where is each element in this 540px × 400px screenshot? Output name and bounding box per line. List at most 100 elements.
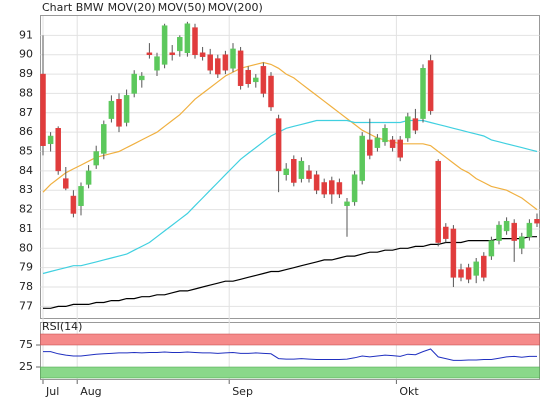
main-panel	[40, 15, 540, 319]
candle-body	[291, 159, 297, 183]
candle-body	[169, 52, 175, 55]
oversold-zone	[40, 366, 540, 379]
y-tick-label: 77	[19, 299, 33, 312]
x-tick-label: Jul	[45, 385, 59, 398]
candle-body	[359, 135, 365, 181]
candle-body	[511, 222, 517, 241]
candle-body	[222, 54, 229, 71]
candle-body	[184, 23, 191, 54]
candle-body	[207, 54, 213, 71]
candle-body	[275, 118, 282, 172]
candle-body	[405, 116, 411, 139]
y-tick-label: 83	[19, 183, 33, 196]
candle-body	[40, 73, 46, 146]
candle-body	[78, 186, 84, 206]
rsi-line	[43, 348, 537, 361]
overbought-zone	[40, 333, 540, 346]
candle-body	[101, 124, 107, 154]
labels-layer: 77 78 79 80 81 82 83 84 85 86 87 88 89 90 91 Jul Aug Sep O…	[19, 1, 419, 398]
candle-body	[131, 73, 137, 94]
y-tick-label: 80	[19, 241, 33, 254]
candle-body	[450, 228, 457, 278]
candle-body	[177, 37, 183, 52]
candle-body	[397, 139, 403, 158]
legend-entry: MOV(50)	[158, 1, 206, 14]
candle-body	[420, 68, 426, 119]
marks-layer	[40, 21, 540, 361]
candle-body	[93, 151, 99, 166]
legend-entry: MOV(200)	[208, 1, 263, 14]
y-tick-label: 25	[19, 360, 33, 373]
candle-body	[123, 95, 130, 123]
legend-entry: MOV(20)	[108, 1, 156, 14]
y-tick-label: 84	[19, 164, 33, 177]
candle-body	[344, 201, 350, 206]
y-tick-label: 89	[19, 67, 33, 80]
candle-body	[496, 224, 502, 241]
moving-average-line	[42, 61, 538, 211]
candle-body	[526, 222, 533, 237]
x-tick-label: Aug	[80, 385, 101, 398]
candle-body	[458, 269, 464, 278]
candle-body	[63, 178, 69, 189]
candle-body	[306, 170, 312, 179]
x-tick-label: Sep	[232, 385, 253, 398]
candle-body	[192, 27, 198, 55]
candle-body	[473, 261, 479, 276]
candle-body	[116, 98, 122, 127]
candle-body	[412, 118, 419, 131]
candle-body	[488, 240, 495, 257]
candle-body	[245, 69, 251, 85]
candle-body	[367, 139, 373, 156]
candle-body	[139, 75, 145, 81]
candle-body	[481, 255, 487, 278]
candle-body	[534, 219, 540, 224]
candle-body	[382, 128, 388, 143]
candle-body	[329, 180, 335, 195]
candle-body	[146, 52, 153, 55]
candle-body	[374, 137, 381, 148]
candle-body	[253, 77, 259, 83]
candle-body	[215, 58, 221, 75]
candle-body	[427, 60, 434, 112]
candle-body	[237, 50, 244, 86]
candle-body	[154, 56, 160, 71]
candle-body	[313, 174, 320, 191]
y-tick-label: 90	[19, 48, 33, 61]
candle-body	[108, 100, 115, 119]
y-tick-label: 87	[19, 106, 33, 119]
y-tick-label: 91	[19, 28, 33, 41]
candle-body	[199, 52, 206, 57]
candle-body	[47, 135, 54, 145]
candle-body	[336, 182, 343, 195]
candle-body	[85, 170, 92, 185]
candle-body	[283, 168, 289, 175]
y-tick-label: 86	[19, 125, 33, 138]
y-tick-label: 78	[19, 280, 33, 293]
y-tick-label: 82	[19, 203, 33, 216]
candle-body	[55, 128, 61, 172]
candle-body	[503, 220, 510, 232]
x-tick-label: Okt	[399, 385, 419, 398]
candle-body	[389, 139, 396, 148]
candle-body	[230, 48, 236, 69]
y-tick-label: 81	[19, 222, 33, 235]
candle-body	[321, 182, 327, 195]
y-tick-label: 88	[19, 86, 33, 99]
chart-title: Chart BMW	[42, 1, 104, 14]
candle-body	[519, 236, 525, 249]
candle-body	[70, 195, 77, 214]
candle-body	[443, 226, 449, 239]
candle-body	[435, 160, 441, 243]
rsi-title: RSI(14)	[42, 320, 82, 333]
candle-body	[298, 160, 305, 179]
candle-body	[260, 66, 267, 94]
y-tick-label: 75	[19, 338, 33, 351]
candle-body	[465, 267, 472, 280]
grid-layer	[36, 16, 540, 384]
candle-body	[268, 75, 274, 108]
y-tick-label: 79	[19, 261, 33, 274]
y-tick-label: 85	[19, 145, 33, 158]
candle-body	[351, 174, 358, 203]
